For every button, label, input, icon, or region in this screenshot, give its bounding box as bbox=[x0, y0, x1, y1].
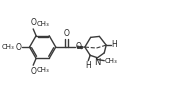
Text: O: O bbox=[30, 67, 36, 76]
Text: H: H bbox=[85, 61, 91, 70]
Text: O: O bbox=[63, 29, 69, 38]
Polygon shape bbox=[77, 46, 85, 48]
Text: CH₃: CH₃ bbox=[105, 58, 117, 64]
Text: CH₃: CH₃ bbox=[37, 21, 49, 28]
Text: CH₃: CH₃ bbox=[2, 44, 15, 50]
Text: CH₃: CH₃ bbox=[37, 67, 49, 73]
Text: H: H bbox=[111, 40, 117, 49]
Text: O: O bbox=[30, 19, 36, 28]
Text: O: O bbox=[16, 43, 22, 52]
Text: O: O bbox=[75, 42, 81, 51]
Text: N: N bbox=[94, 58, 100, 67]
